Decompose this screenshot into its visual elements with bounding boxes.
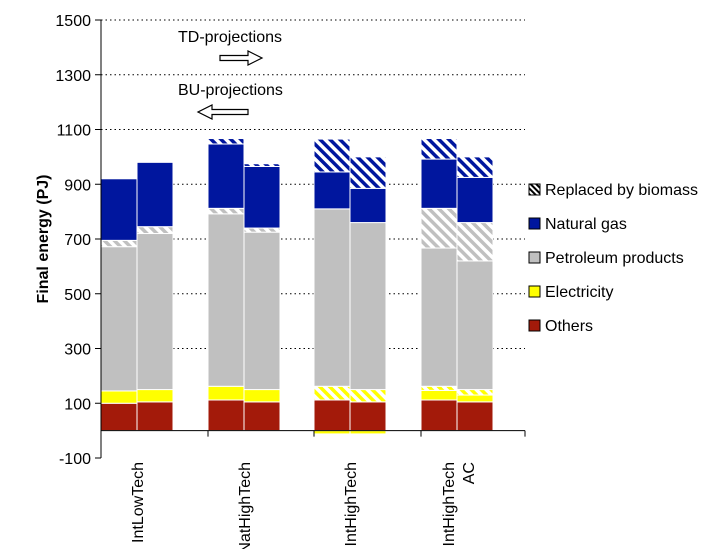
bar-segment <box>207 399 245 432</box>
bar-segment <box>313 208 351 387</box>
x-tick-label-text: IntHighTech AC <box>441 462 478 547</box>
arrow-right <box>219 50 264 66</box>
x-tick-label-line: IntHighTech <box>343 462 360 547</box>
bar-segment <box>349 389 387 403</box>
legend-label: Petroleum products <box>545 250 684 267</box>
bar-segment <box>313 138 351 173</box>
bar-segment <box>420 138 458 160</box>
y-tick-label: 1300 <box>55 68 91 85</box>
y-tick-label: 300 <box>64 342 91 359</box>
y-tick-label: -100 <box>59 451 91 468</box>
arrow-left <box>196 104 249 120</box>
bar-segment <box>456 260 494 391</box>
bar-segment <box>100 239 138 248</box>
y-tick-label: 900 <box>64 177 91 194</box>
bar-segment <box>243 165 281 229</box>
bar-segment <box>456 222 494 262</box>
gridlines <box>101 19 525 349</box>
x-tick-label-text: IntLowTech <box>130 462 147 543</box>
legend: Replaced by biomass Natural gas Petroleum … <box>528 182 698 335</box>
bar-segment <box>243 401 281 432</box>
bar-segment <box>243 389 281 403</box>
legend-label: Others <box>545 318 593 335</box>
bar-segment <box>420 399 458 432</box>
legend-label: Replaced by biomass <box>545 182 698 199</box>
x-tick-label: NatHighTech <box>237 462 254 549</box>
bar-segment <box>100 246 138 392</box>
bar-segment <box>349 156 387 189</box>
bar-segment <box>313 399 351 432</box>
bar-segment <box>136 161 174 228</box>
y-tick-labels: -100 100 300 500 700 900 1100 1300 1500 <box>55 13 91 468</box>
bar-segment <box>243 163 281 167</box>
x-tick-label-line: IntHighTech <box>441 462 458 547</box>
x-tick-label-line: AC <box>461 462 478 484</box>
bar-segment <box>313 171 351 210</box>
bar-segment <box>136 389 174 403</box>
bar-segment <box>313 385 351 401</box>
legend-swatch <box>528 285 541 298</box>
bar-segment <box>456 389 494 396</box>
bar-segment <box>100 402 138 432</box>
x-tick-label-text: NatHighTech <box>237 462 254 549</box>
bar-segment <box>207 143 245 209</box>
bar-segment <box>207 213 245 387</box>
bar-segment <box>420 385 458 391</box>
bar-segment <box>100 390 138 404</box>
y-axis-label: Final energy (PJ) <box>35 175 52 304</box>
legend-swatch <box>528 217 541 230</box>
bar-segment <box>420 389 458 401</box>
bar-segment <box>456 401 494 432</box>
x-tick-label-text: IntHighTech <box>343 462 360 547</box>
bar-segment <box>207 385 245 401</box>
bar-segment <box>349 187 387 224</box>
x-tick-label-line: IntLowTech <box>130 462 147 543</box>
legend-swatch <box>528 183 541 196</box>
legend-label: Natural gas <box>545 216 627 233</box>
bar-segment <box>420 207 458 249</box>
bars <box>100 138 494 435</box>
bar-segment <box>136 233 174 391</box>
y-tick-label: 100 <box>64 396 91 413</box>
y-tick-label: 1500 <box>55 13 91 30</box>
legend-swatch <box>528 251 541 264</box>
bar-segment <box>420 158 458 209</box>
bar-segment <box>456 394 494 403</box>
axes <box>95 19 526 459</box>
bar-segment <box>349 222 387 391</box>
x-tick-label: IntHighTech <box>343 462 360 547</box>
bar-segment <box>243 227 281 233</box>
bar-segment <box>136 226 174 235</box>
bar-segment <box>136 401 174 432</box>
annotations: TD-projections BU-projections <box>178 29 283 120</box>
bar-segment <box>420 247 458 387</box>
bar-segment <box>456 176 494 224</box>
bar-segment <box>207 207 245 215</box>
y-tick-label: 700 <box>64 232 91 249</box>
bar-segment <box>456 156 494 178</box>
annotation-td-projections: TD-projections <box>178 29 282 46</box>
y-tick-label: 500 <box>64 287 91 304</box>
legend-label: Electricity <box>545 284 613 301</box>
bar-segment <box>243 231 281 391</box>
y-tick-label: 1100 <box>57 123 92 140</box>
legend-swatch <box>528 319 541 332</box>
x-tick-label: IntLowTech <box>130 462 147 543</box>
x-tick-label-line: NatHighTech <box>237 462 254 549</box>
x-tick-label: IntHighTech AC <box>441 462 478 547</box>
x-tick-labels: IntLowTech NatHighTech IntHighTech IntHighT… <box>130 462 478 549</box>
bar-segment <box>207 138 245 145</box>
bar-segment <box>349 401 387 432</box>
annotation-bu-projections: BU-projections <box>178 82 283 99</box>
bar-segment <box>100 178 138 241</box>
